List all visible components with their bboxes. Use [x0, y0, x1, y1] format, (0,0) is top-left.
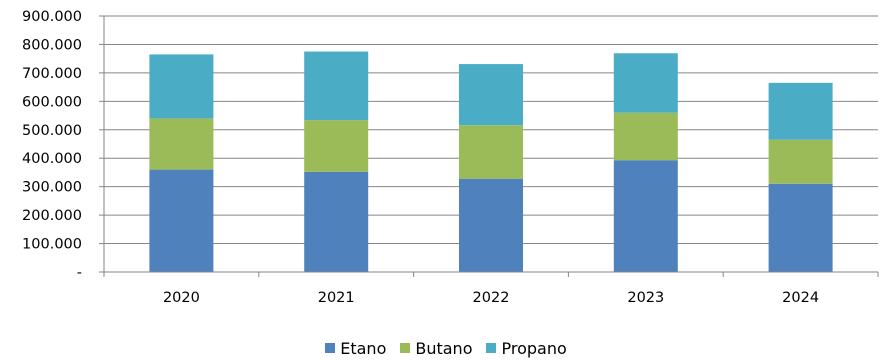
legend-label-butano: Butano: [415, 338, 473, 358]
y-tick-labels: 900.000 800.000 700.000 600.000 500.000 400.0…: [22, 9, 82, 281]
legend-label-propano: Propano: [501, 338, 567, 358]
legend-swatch-butano: [400, 343, 411, 353]
legend-label-etano: Etano: [340, 338, 387, 358]
y-tick-label: 700.000: [22, 66, 82, 82]
bar-segment-propano-2023: [613, 53, 678, 113]
x-tick-label: 2022: [473, 290, 510, 306]
bar-segment-etano-2021: [304, 171, 369, 272]
bar-segment-etano-2024: [768, 183, 833, 272]
axes: [99, 15, 879, 277]
bar-segment-etano-2020: [149, 169, 214, 272]
legend-swatch-propano: [486, 343, 497, 353]
bar-segment-propano-2024: [768, 82, 833, 140]
bar-segment-propano-2022: [459, 64, 523, 126]
x-tick-label: 2023: [627, 290, 664, 306]
y-tick-label: 100.000: [22, 237, 82, 253]
x-tick-label: 2024: [782, 290, 819, 306]
bar-segment-butano-2020: [149, 118, 214, 170]
bar-segment-butano-2024: [768, 139, 833, 184]
legend-item-butano: Butano: [400, 339, 472, 358]
y-tick-label: 900.000: [22, 9, 82, 25]
x-tick-label: 2020: [163, 290, 200, 306]
legend: Etano Butano Propano: [0, 338, 892, 358]
bar-segment-butano-2022: [459, 125, 523, 179]
stacked-bar-chart: 900.000 800.000 700.000 600.000 500.000 400.0…: [22, 9, 879, 306]
bar-segment-propano-2020: [149, 54, 214, 119]
y-tick-label: 500.000: [22, 123, 82, 139]
bars: [149, 51, 833, 272]
legend-item-etano: Etano: [325, 339, 386, 358]
bar-segment-propano-2021: [304, 51, 369, 121]
y-tick-label: 800.000: [22, 37, 82, 53]
bar-segment-butano-2023: [613, 112, 678, 161]
bar-segment-etano-2022: [459, 178, 523, 272]
y-tick-label: 600.000: [22, 94, 82, 110]
y-tick-label: 300.000: [22, 180, 82, 196]
x-tick-labels: 2020 2021 2022 2023 2024: [163, 290, 819, 306]
bar-segment-etano-2023: [613, 160, 678, 272]
y-tick-label: -: [77, 265, 82, 281]
y-tick-label: 400.000: [22, 151, 82, 167]
legend-swatch-etano: [325, 343, 336, 353]
x-tick-label: 2021: [318, 290, 355, 306]
y-tick-label: 200.000: [22, 208, 82, 224]
legend-item-propano: Propano: [486, 338, 567, 358]
bar-segment-butano-2021: [304, 120, 369, 172]
